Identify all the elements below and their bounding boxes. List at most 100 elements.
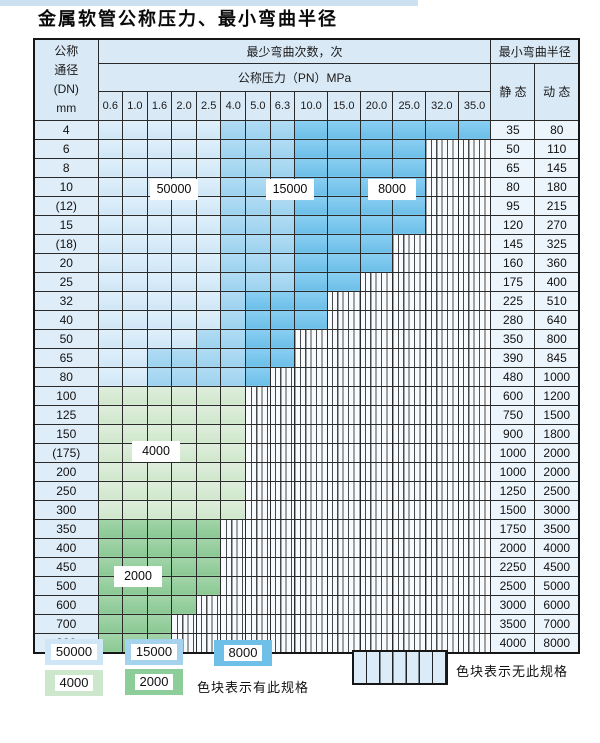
dynamic-radius-value: 1500 bbox=[534, 404, 580, 425]
spec-unavailable-cell bbox=[245, 537, 271, 558]
spec-available-cell bbox=[245, 290, 271, 311]
spec-available-cell bbox=[97, 480, 124, 501]
spec-available-cell bbox=[171, 195, 197, 216]
spec-unavailable-cell bbox=[425, 537, 459, 558]
spec-unavailable-cell bbox=[425, 556, 459, 577]
pressure-value: 5.0 bbox=[245, 90, 271, 121]
spec-unavailable-cell bbox=[245, 461, 271, 482]
dn-cell: (18) bbox=[33, 233, 99, 254]
dynamic-radius-value: 4500 bbox=[534, 556, 580, 577]
spec-available-cell bbox=[245, 347, 271, 368]
spec-unavailable-cell bbox=[195, 613, 222, 634]
spec-unavailable-cell bbox=[425, 480, 459, 501]
spec-unavailable-cell bbox=[359, 518, 394, 539]
spec-available-cell bbox=[326, 214, 361, 235]
spec-available-cell bbox=[220, 423, 247, 444]
pressure-value: 1.0 bbox=[122, 90, 148, 121]
spec-unavailable-cell bbox=[457, 157, 492, 178]
legend-has-spec-text: 色块表示有此规格 bbox=[197, 680, 310, 695]
spec-available-cell bbox=[146, 290, 173, 311]
dynamic-radius-value: 8000 bbox=[534, 632, 580, 653]
spec-unavailable-cell bbox=[457, 556, 492, 577]
spec-unavailable-cell bbox=[457, 480, 492, 501]
spec-unavailable-cell bbox=[359, 404, 394, 425]
static-radius-value: 120 bbox=[490, 214, 536, 235]
spec-unavailable-cell bbox=[359, 632, 394, 653]
spec-available-cell bbox=[146, 252, 173, 273]
spec-unavailable-cell bbox=[457, 518, 492, 539]
spec-available-cell bbox=[220, 480, 247, 501]
spec-unavailable-cell bbox=[457, 499, 492, 520]
spec-available-cell bbox=[195, 404, 222, 425]
static-radius-value: 480 bbox=[490, 366, 536, 387]
spec-available-cell bbox=[97, 309, 124, 330]
spec-unavailable-cell bbox=[392, 385, 426, 406]
spec-unavailable-cell bbox=[294, 442, 328, 463]
spec-available-cell bbox=[220, 138, 247, 159]
spec-available-cell bbox=[122, 328, 148, 349]
static-radius-value: 280 bbox=[490, 309, 536, 330]
spec-available-cell bbox=[146, 138, 173, 159]
pressure-value: 1.6 bbox=[146, 90, 173, 121]
spec-available-cell bbox=[269, 271, 296, 292]
table-row: 350 1750 3500 bbox=[33, 518, 580, 539]
spec-unavailable-cell bbox=[294, 480, 328, 501]
spec-available-cell bbox=[122, 233, 148, 254]
dynamic-radius-value: 800 bbox=[534, 328, 580, 349]
spec-available-cell bbox=[122, 138, 148, 159]
spec-available-cell bbox=[171, 404, 197, 425]
spec-available-cell bbox=[122, 613, 148, 634]
spec-available-cell bbox=[97, 119, 124, 140]
spec-unavailable-cell bbox=[326, 613, 361, 634]
spec-available-cell bbox=[294, 138, 328, 159]
spec-unavailable-cell bbox=[425, 252, 459, 273]
spec-available-cell bbox=[97, 138, 124, 159]
spec-available-cell bbox=[171, 537, 197, 558]
table-row: 250 1250 2500 bbox=[33, 480, 580, 501]
spec-unavailable-cell bbox=[269, 613, 296, 634]
spec-unavailable-cell bbox=[269, 404, 296, 425]
spec-unavailable-cell bbox=[392, 499, 426, 520]
spec-unavailable-cell bbox=[457, 290, 492, 311]
spec-available-cell bbox=[195, 461, 222, 482]
dynamic-radius-value: 510 bbox=[534, 290, 580, 311]
spec-unavailable-cell bbox=[392, 632, 426, 653]
spec-unavailable-cell bbox=[457, 594, 492, 615]
spec-unavailable-cell bbox=[245, 499, 271, 520]
spec-available-cell bbox=[146, 157, 173, 178]
static-radius-value: 900 bbox=[490, 423, 536, 444]
spec-available-cell bbox=[269, 347, 296, 368]
spec-available-cell bbox=[195, 252, 222, 273]
dynamic-radius-value: 2000 bbox=[534, 442, 580, 463]
spec-available-cell bbox=[269, 328, 296, 349]
spec-available-cell bbox=[146, 366, 173, 387]
table-row: 100 600 1200 bbox=[33, 385, 580, 406]
spec-unavailable-cell bbox=[220, 575, 247, 596]
table-row: 80040008000 bbox=[33, 632, 580, 653]
spec-unavailable-cell bbox=[392, 233, 426, 254]
dynamic-header: 动 态 bbox=[534, 62, 580, 121]
spec-available-cell bbox=[97, 461, 124, 482]
spec-table: 公称 通径 (DN) mm 最少弯曲次数，次 最小弯曲半径 公称压力（PN）MPa 静 态动 … bbox=[33, 38, 580, 654]
spec-available-cell bbox=[122, 176, 148, 197]
static-radius-value: 4000 bbox=[490, 632, 536, 653]
spec-available-cell bbox=[220, 461, 247, 482]
spec-available-cell bbox=[97, 613, 124, 634]
spec-available-cell bbox=[359, 138, 394, 159]
static-radius-value: 1750 bbox=[490, 518, 536, 539]
spec-available-cell bbox=[97, 347, 124, 368]
cycle-zone-label: 4000 bbox=[132, 441, 180, 462]
static-radius-value: 50 bbox=[490, 138, 536, 159]
spec-unavailable-cell bbox=[457, 176, 492, 197]
spec-unavailable-cell bbox=[457, 461, 492, 482]
dn-cell: 20 bbox=[33, 252, 99, 273]
spec-unavailable-cell bbox=[425, 423, 459, 444]
spec-available-cell bbox=[220, 195, 247, 216]
static-radius-value: 65 bbox=[490, 157, 536, 178]
spec-available-cell bbox=[245, 157, 271, 178]
spec-available-cell bbox=[97, 214, 124, 235]
dynamic-radius-value: 5000 bbox=[534, 575, 580, 596]
spec-available-cell bbox=[171, 233, 197, 254]
spec-available-cell bbox=[392, 119, 426, 140]
spec-unavailable-cell bbox=[269, 632, 296, 653]
